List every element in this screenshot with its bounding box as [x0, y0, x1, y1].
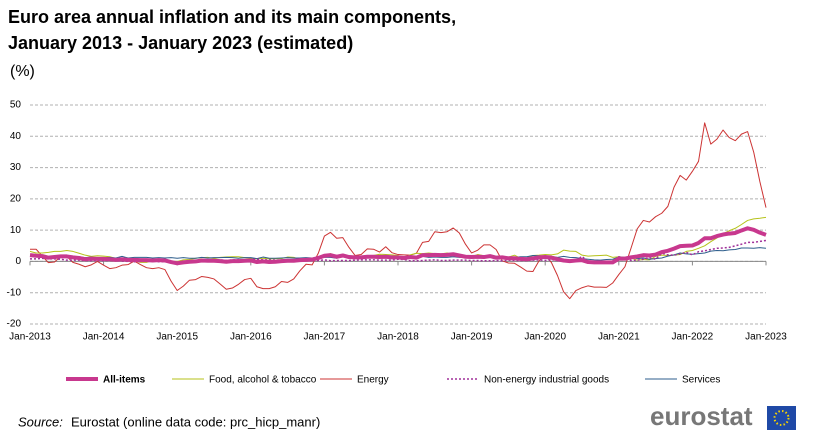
y-tick-label: 0 [15, 256, 21, 267]
x-tick-label: Jan-2021 [598, 332, 640, 343]
y-tick-label: 10 [10, 225, 22, 236]
x-tick-label: Jan-2014 [83, 332, 125, 343]
chart-title: Euro area annual inflation and its main … [8, 7, 456, 27]
legend-label: Services [682, 375, 720, 386]
chart-title: January 2013 - January 2023 (estimated) [8, 33, 353, 53]
y-tick-label: -20 [7, 319, 22, 330]
source-label: Source: [18, 414, 63, 429]
source-text: Eurostat (online data code: prc_hicp_man… [71, 414, 320, 429]
y-tick-label: 40 [10, 131, 22, 142]
y-tick-label: 30 [10, 162, 22, 173]
x-tick-label: Jan-2022 [672, 332, 714, 343]
y-tick-label: -10 [7, 287, 22, 298]
series-line [29, 226, 767, 266]
logo-text: eurostat [650, 401, 753, 431]
x-tick-label: Jan-2015 [156, 332, 198, 343]
chart-subtitle: (%) [10, 63, 35, 80]
x-tick-label: Jan-2023 [745, 332, 787, 343]
x-tick-label: Jan-2018 [377, 332, 419, 343]
x-tick-label: Jan-2013 [9, 332, 51, 343]
legend-label: Energy [357, 375, 389, 386]
x-tick-label: Jan-2020 [524, 332, 566, 343]
legend-label: All-items [103, 375, 146, 386]
y-tick-label: 20 [10, 193, 22, 204]
eu-flag [767, 406, 796, 430]
series-line [30, 122, 767, 300]
x-tick-label: Jan-2017 [304, 332, 346, 343]
x-tick-label: Jan-2019 [451, 332, 493, 343]
y-tick-label: 50 [10, 100, 22, 111]
legend-label: Food, alcohol & tobacco [209, 375, 317, 386]
x-tick-label: Jan-2016 [230, 332, 272, 343]
flag-field [767, 406, 796, 430]
legend-label: Non-energy industrial goods [484, 375, 609, 386]
flag-stars [773, 410, 790, 426]
